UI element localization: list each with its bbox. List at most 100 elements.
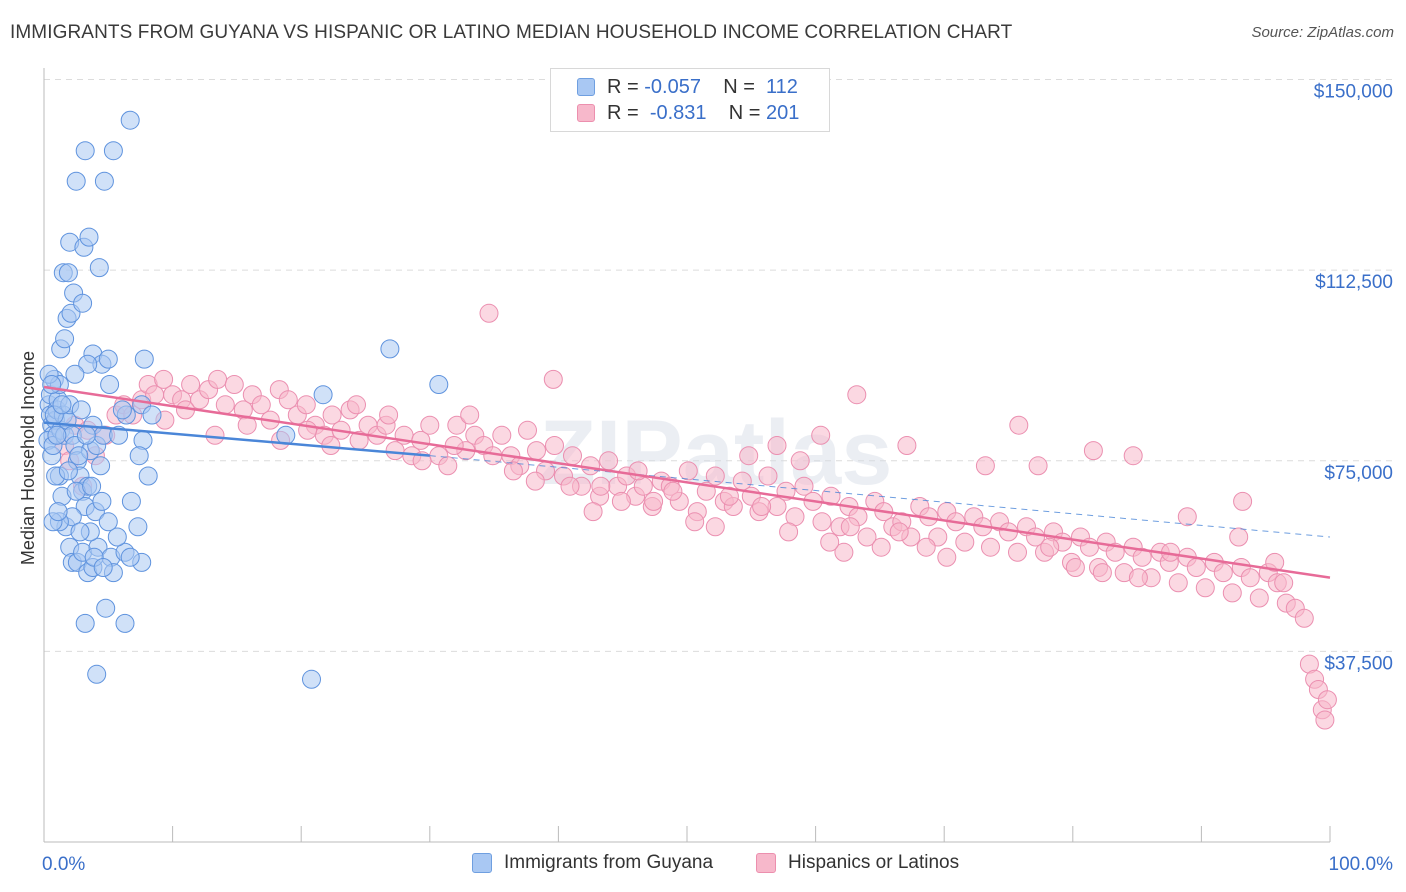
- point-guyana: [75, 613, 95, 633]
- point-hispanic: [857, 527, 877, 547]
- point-hispanic: [1105, 542, 1125, 562]
- legend-swatch-hispanic: [577, 104, 595, 122]
- legend-n-value: 112: [766, 75, 798, 98]
- point-guyana: [96, 598, 116, 618]
- point-guyana: [48, 502, 68, 522]
- trend-line-guyana-extension: [429, 455, 1331, 538]
- y-tick-label: $75,000: [1324, 463, 1393, 484]
- point-guyana: [138, 466, 158, 486]
- point-hispanic: [871, 537, 891, 557]
- point-hispanic: [820, 532, 840, 552]
- legend-r-value: -0.831: [649, 101, 707, 124]
- point-guyana: [129, 446, 149, 466]
- point-hispanic: [420, 415, 440, 435]
- point-hispanic: [296, 395, 316, 415]
- point-hispanic: [739, 446, 759, 466]
- point-hispanic: [154, 369, 174, 389]
- point-guyana: [380, 339, 400, 359]
- legend-n-label: N =: [728, 101, 761, 124]
- point-hispanic: [278, 390, 298, 410]
- point-guyana: [76, 425, 96, 445]
- legend-n-label: N =: [723, 75, 755, 98]
- point-hispanic: [503, 461, 523, 481]
- trend-lines: [43, 385, 1331, 579]
- point-hispanic: [215, 395, 235, 415]
- point-hispanic: [812, 512, 832, 532]
- chart-title: IMMIGRANTS FROM GUYANA VS HISPANIC OR LA…: [10, 22, 1013, 43]
- series-label-hispanic: Hispanics or Latinos: [788, 852, 960, 873]
- point-hispanic: [527, 441, 546, 461]
- point-hispanic: [1009, 415, 1029, 435]
- point-hispanic: [1028, 456, 1048, 476]
- point-guyana: [66, 171, 86, 191]
- point-hispanic: [1213, 563, 1233, 583]
- point-guyana: [70, 522, 90, 542]
- point-hispanic: [543, 369, 563, 389]
- point-guyana: [78, 354, 98, 374]
- point-hispanic: [937, 547, 957, 567]
- point-hispanic: [678, 461, 698, 481]
- point-hispanic: [719, 486, 739, 506]
- x-tick-label-max: 100.0%: [1329, 854, 1394, 875]
- point-hispanic: [758, 466, 778, 486]
- series-legend-hispanic: Hispanics or Latinos: [756, 852, 959, 874]
- point-hispanic: [955, 532, 975, 552]
- legend-row-hispanic: R = -0.831 N = 201: [551, 100, 799, 126]
- point-hispanic: [447, 415, 467, 435]
- trend-line-hispanic: [43, 385, 1331, 579]
- y-tick-label: $37,500: [1324, 653, 1393, 674]
- point-hispanic: [379, 405, 399, 425]
- x-tick-label-min: 0.0%: [42, 854, 85, 875]
- legend-r-label: R =: [607, 101, 639, 124]
- y-tick-label: $150,000: [1314, 82, 1393, 103]
- point-hispanic: [1092, 563, 1112, 583]
- point-guyana: [75, 141, 95, 161]
- point-hispanic: [685, 512, 705, 532]
- point-hispanic: [663, 481, 683, 501]
- point-hispanic: [834, 542, 854, 562]
- legend-r-label: R =: [607, 75, 639, 98]
- point-hispanic: [1249, 588, 1269, 608]
- point-guyana: [142, 405, 162, 425]
- point-hispanic: [518, 420, 537, 440]
- point-hispanic: [889, 522, 909, 542]
- point-guyana: [107, 527, 127, 547]
- point-hispanic: [460, 405, 480, 425]
- point-hispanic: [479, 303, 499, 323]
- gridlines: [44, 79, 1394, 652]
- point-hispanic: [975, 456, 995, 476]
- point-hispanic: [1083, 441, 1103, 461]
- point-hispanic: [581, 456, 600, 476]
- trend-line-guyana: [43, 421, 430, 457]
- y-tick-labels: $37,500 $75,000 $112,500 $150,000: [1314, 82, 1393, 675]
- point-hispanic: [1040, 537, 1060, 557]
- legend-row-guyana: R = -0.057 N = 112: [551, 74, 798, 100]
- point-guyana: [98, 512, 118, 532]
- point-hispanic: [1008, 542, 1027, 562]
- point-guyana: [65, 364, 85, 384]
- point-guyana: [429, 375, 449, 394]
- point-hispanic: [1065, 558, 1085, 577]
- point-hispanic: [599, 451, 619, 471]
- point-hispanic: [1294, 608, 1314, 628]
- point-hispanic: [591, 476, 611, 496]
- point-hispanic: [444, 436, 464, 455]
- point-guyana: [69, 446, 89, 466]
- point-hispanic: [790, 451, 810, 471]
- point-guyana: [73, 293, 93, 313]
- point-guyana: [313, 385, 333, 405]
- stats-legend: R = -0.057 N = 112 R = -0.831 N = 201: [550, 68, 830, 132]
- point-hispanic: [1240, 568, 1260, 588]
- point-hispanic: [847, 385, 867, 405]
- point-guyana: [92, 491, 112, 511]
- series-swatch-guyana: [472, 853, 492, 873]
- point-guyana: [120, 110, 140, 130]
- point-hispanic: [767, 436, 787, 455]
- point-hispanic: [1317, 690, 1337, 710]
- point-hispanic: [563, 446, 582, 466]
- point-hispanic: [794, 476, 814, 496]
- point-guyana: [89, 258, 109, 278]
- point-guyana: [120, 547, 140, 567]
- series-swatch-hispanic: [756, 853, 776, 873]
- point-hispanic: [181, 375, 201, 394]
